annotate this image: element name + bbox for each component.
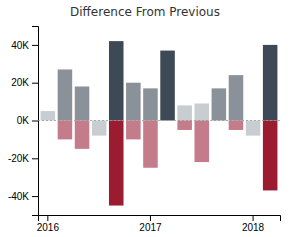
y-tick-mark: [32, 121, 38, 122]
y-axis-line: [32, 27, 39, 216]
y-tick: 40K: [11, 40, 38, 51]
bar: [263, 121, 278, 191]
zero-line: [38, 120, 280, 121]
x-axis: 2016 2017 2018: [37, 215, 281, 233]
y-tick-label: -40K: [8, 191, 29, 202]
bar: [263, 45, 278, 121]
y-tick-label: 0K: [17, 115, 30, 126]
y-tick-mark: [32, 158, 38, 159]
plot: -40K -20K 0K 20K 40K 2016 2017 2018: [8, 27, 281, 234]
chart-svg: Difference From Previous -40K -20K 0K 20K 40K…: [0, 0, 290, 237]
bar: [194, 103, 209, 120]
y-tick-mark: [32, 83, 38, 84]
bar: [143, 121, 158, 168]
bar: [126, 121, 141, 140]
bar: [126, 83, 141, 121]
x-tick: 2018: [242, 215, 265, 233]
y-tick-label: 20K: [11, 77, 29, 88]
bars: [41, 41, 278, 205]
y-tick-mark: [32, 45, 38, 46]
y-tick: 0K: [17, 115, 38, 126]
bar: [229, 121, 244, 130]
bar: [177, 105, 192, 120]
bar: [109, 121, 124, 206]
title: Difference From Previous: [70, 5, 220, 19]
x-axis-line: [39, 216, 281, 222]
y-tick: -20K: [8, 153, 38, 164]
bar: [92, 121, 107, 136]
bar: [58, 121, 73, 140]
y-axis: -40K -20K 0K 20K 40K: [8, 27, 39, 216]
y-tick-label: 40K: [11, 40, 29, 51]
bar: [143, 88, 158, 120]
x-tick-label: 2018: [242, 222, 265, 233]
x-tick-mark: [150, 215, 151, 221]
y-tick-label: -20K: [8, 153, 29, 164]
x-tick-label: 2017: [139, 222, 162, 233]
y-tick: -40K: [8, 191, 38, 202]
bar: [246, 121, 261, 136]
bar: [75, 121, 90, 149]
y-tick-mark: [32, 196, 38, 197]
x-tick-mark: [47, 215, 48, 221]
bar: [212, 88, 227, 120]
bar: [229, 75, 244, 120]
bar: [194, 121, 209, 163]
bar: [177, 121, 192, 130]
y-tick: 20K: [11, 77, 38, 88]
bar: [109, 41, 124, 120]
x-tick-label: 2016: [37, 222, 60, 233]
bar: [41, 111, 56, 120]
x-tick-mark: [253, 215, 254, 221]
bar: [58, 69, 73, 120]
x-tick: 2016: [37, 215, 60, 233]
chart-container: Difference From Previous -40K -20K 0K 20K 40K…: [0, 0, 290, 237]
x-tick: 2017: [139, 215, 162, 233]
bar: [160, 51, 175, 121]
bar: [75, 86, 90, 120]
